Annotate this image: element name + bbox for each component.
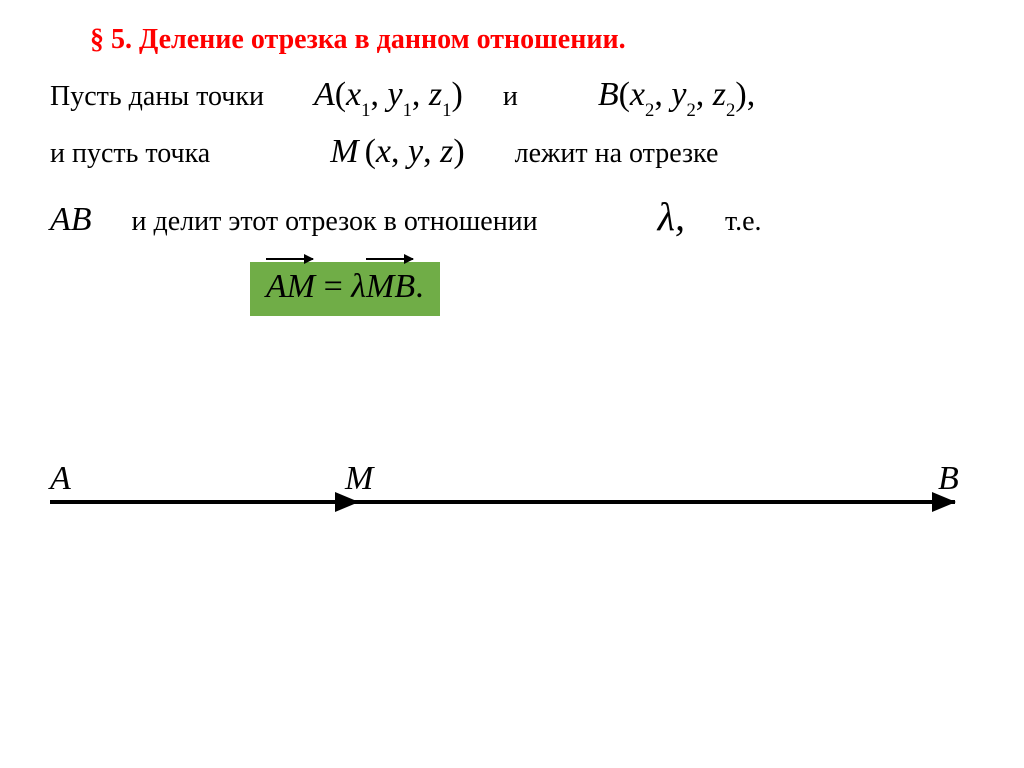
label-A: A <box>50 460 71 498</box>
text-let-point: и пусть точка <box>50 138 210 170</box>
formula-row: AM = λMB. <box>50 254 974 316</box>
sym-lambda: λ, <box>658 193 685 240</box>
comma: , <box>370 76 387 113</box>
point-B-expr: B(x2, y2, z2), <box>598 76 755 119</box>
comma: , <box>654 76 671 113</box>
sym-A: A <box>314 76 335 113</box>
segment-MB <box>355 500 955 504</box>
formula-expr: AM = λMB. <box>266 268 424 305</box>
comma: , <box>412 76 429 113</box>
paren-open: ( <box>365 133 376 170</box>
sym-MB: MB <box>366 268 415 305</box>
sym-M: M <box>330 133 358 170</box>
point-M-expr: M(x, y, z) <box>330 133 464 171</box>
sub-2a: 2 <box>645 100 654 121</box>
sym-z: z <box>440 133 453 170</box>
line-2: и пусть точка M(x, y, z) лежит на отрезк… <box>50 133 974 171</box>
text-ie: т.е. <box>725 206 762 238</box>
formula-box: AM = λMB. <box>250 262 440 316</box>
point-A-expr: A(x1, y1, z1) <box>314 76 463 119</box>
line-3: AB и делит этот отрезок в отношении λ, т… <box>50 193 974 240</box>
sym-x: x <box>376 133 391 170</box>
sym-x1: x <box>346 76 361 113</box>
segment-diagram: A M B <box>50 460 970 504</box>
paren-close-comma: ), <box>735 76 755 113</box>
sub-1a: 1 <box>361 100 370 121</box>
arrowhead-B-icon <box>932 492 956 512</box>
section-title: § 5. Деление отрезка в данном отношении. <box>90 24 974 56</box>
sym-y2: y <box>671 76 686 113</box>
slide-content: § 5. Деление отрезка в данном отношении.… <box>0 0 1024 316</box>
segment-labels: A M B <box>50 460 970 500</box>
sub-1b: 1 <box>403 100 412 121</box>
sub-1c: 1 <box>442 100 451 121</box>
paren-close: ) <box>452 76 463 113</box>
sym-z2: z <box>713 76 726 113</box>
text-given-points: Пусть даны точки <box>50 81 264 113</box>
paren-close: ) <box>453 133 464 170</box>
vector-MB: MB <box>366 268 415 306</box>
vector-AM: AM <box>266 268 315 306</box>
comma: , <box>696 76 713 113</box>
text-and: и <box>503 81 518 113</box>
comma: , <box>391 133 408 170</box>
sym-period: . <box>415 268 424 305</box>
paren-open: ( <box>619 76 630 113</box>
segment-line <box>50 500 970 504</box>
sym-eq: = <box>315 268 351 305</box>
line-1: Пусть даны точки A(x1, y1, z1) и B(x2, y… <box>50 76 974 119</box>
sym-lambda2: λ <box>351 268 366 305</box>
paren-open: ( <box>335 76 346 113</box>
sym-B: B <box>598 76 619 113</box>
sym-z1: z <box>429 76 442 113</box>
vector-arrow-icon <box>366 258 413 260</box>
sym-y: y <box>408 133 423 170</box>
vector-arrow-icon <box>266 258 313 260</box>
text-divides: и делит этот отрезок в отношении <box>132 206 538 238</box>
sub-2c: 2 <box>726 100 735 121</box>
comma: , <box>423 133 440 170</box>
sym-y1: y <box>387 76 402 113</box>
segment-AM <box>50 500 355 504</box>
sym-AB: AB <box>50 201 92 239</box>
sym-x2: x <box>630 76 645 113</box>
sub-2b: 2 <box>686 100 695 121</box>
sym-AM: AM <box>266 268 315 305</box>
text-lies-on: лежит на отрезке <box>515 138 719 170</box>
